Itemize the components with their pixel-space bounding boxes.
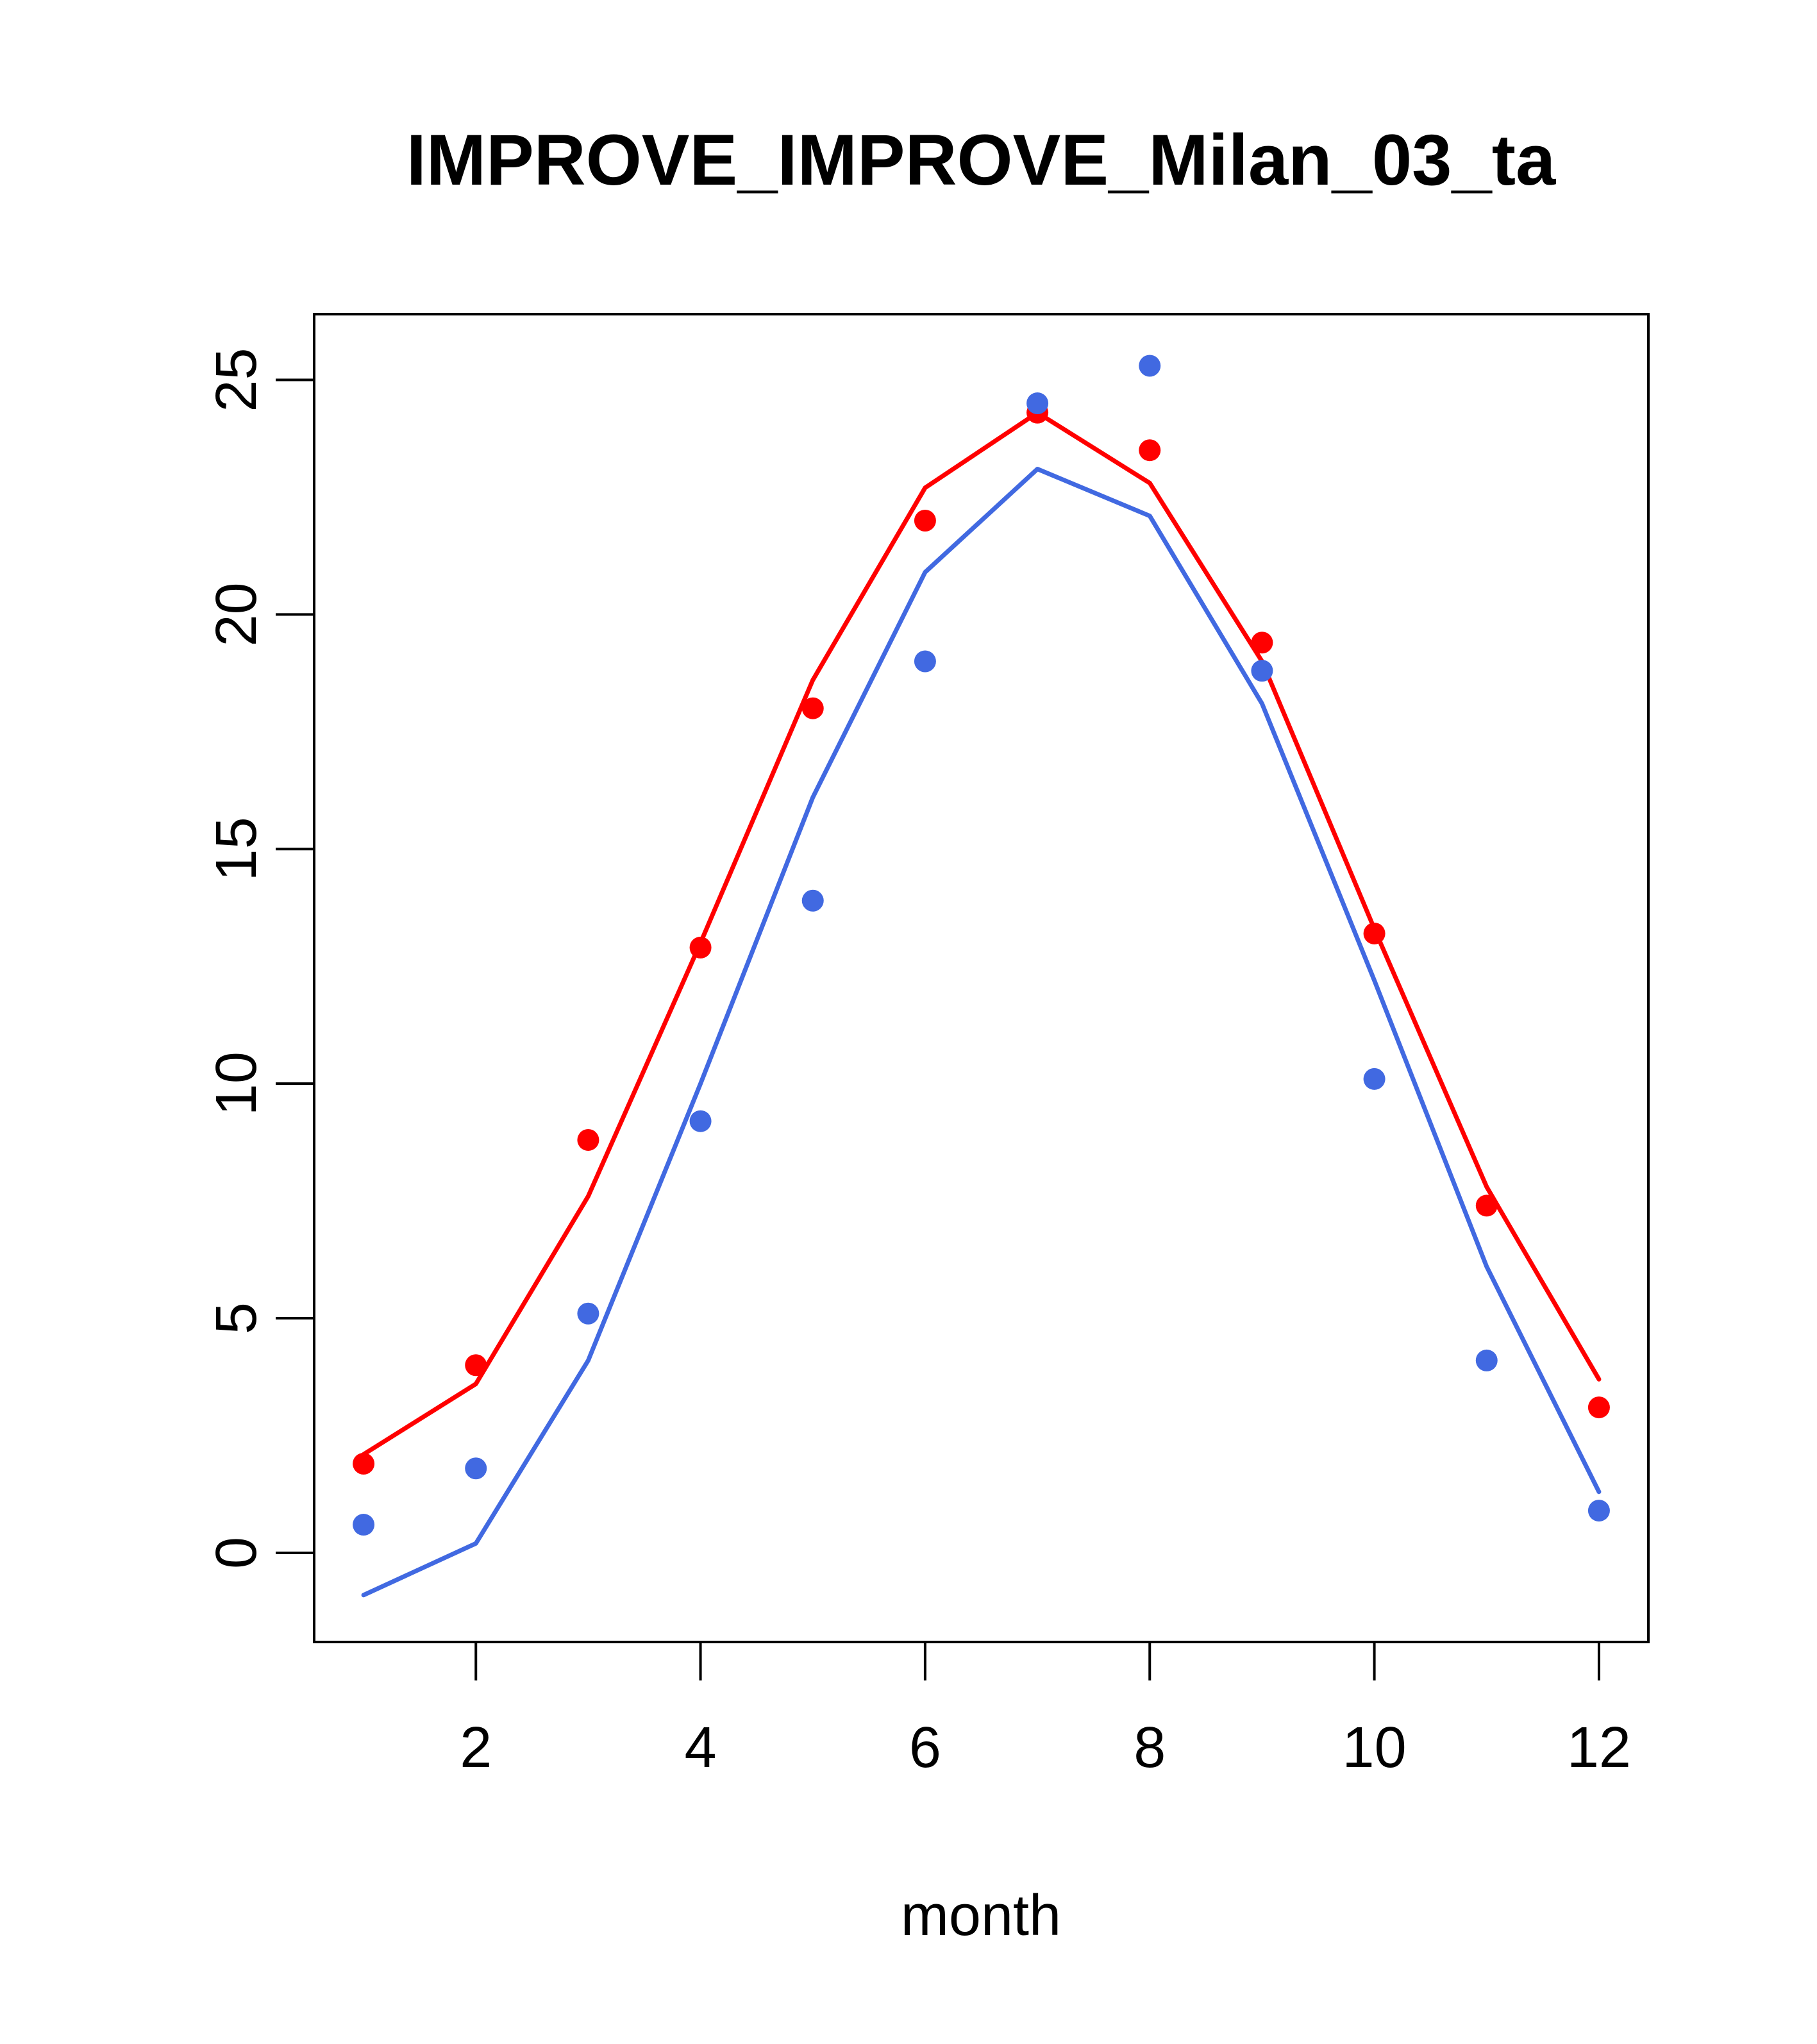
- series-point-1: [1475, 1194, 1498, 1217]
- series-point-2: [353, 1514, 375, 1536]
- series-point-2: [1251, 660, 1273, 682]
- series-line-1: [361, 410, 1602, 1457]
- series-point-2: [801, 889, 824, 912]
- series-layer: [353, 355, 1610, 1598]
- series-point-2: [1475, 1349, 1498, 1371]
- y-axis: 0 5 10 15 20 25: [205, 348, 314, 1569]
- series-point-2: [1026, 392, 1049, 415]
- x-tick-label: 10: [1343, 1716, 1407, 1780]
- series-point-1: [1587, 1396, 1610, 1419]
- x-tick-label: 2: [460, 1716, 492, 1780]
- x-tick-label: 8: [1134, 1716, 1166, 1780]
- series-point-1: [577, 1128, 599, 1151]
- y-tick-label: 5: [205, 1302, 269, 1334]
- y-tick-label: 25: [205, 348, 269, 412]
- series-point-1: [465, 1354, 487, 1377]
- chart-title: IMPROVE_IMPROVE_Milan_03_ta: [406, 120, 1556, 200]
- series-point-2: [1139, 355, 1161, 377]
- series-point-1: [801, 697, 824, 719]
- y-tick-label: 20: [205, 582, 269, 646]
- series-point-2: [689, 1110, 712, 1132]
- series-point-2: [914, 650, 936, 673]
- x-axis: 2 4 6 8 10 12: [460, 1642, 1631, 1780]
- y-tick-label: 10: [205, 1051, 269, 1116]
- series-point-2: [1587, 1500, 1610, 1522]
- x-tick-label: 6: [909, 1716, 941, 1780]
- series-point-1: [1139, 439, 1161, 462]
- series-point-1: [689, 936, 712, 959]
- plot-frame: [313, 313, 1650, 1643]
- series-point-2: [465, 1457, 487, 1480]
- series-line-2: [361, 467, 1602, 1598]
- series-point-2: [577, 1302, 599, 1325]
- series-point-1: [914, 509, 936, 532]
- series-point-2: [1363, 1068, 1386, 1090]
- x-axis-label: month: [901, 1884, 1061, 1948]
- x-tick-label: 12: [1567, 1716, 1631, 1780]
- y-tick-label: 15: [205, 817, 269, 881]
- series-point-1: [353, 1452, 375, 1475]
- series-point-1: [1251, 632, 1273, 654]
- series-point-1: [1363, 922, 1386, 944]
- y-tick-label: 0: [205, 1537, 269, 1569]
- x-tick-label: 4: [685, 1716, 717, 1780]
